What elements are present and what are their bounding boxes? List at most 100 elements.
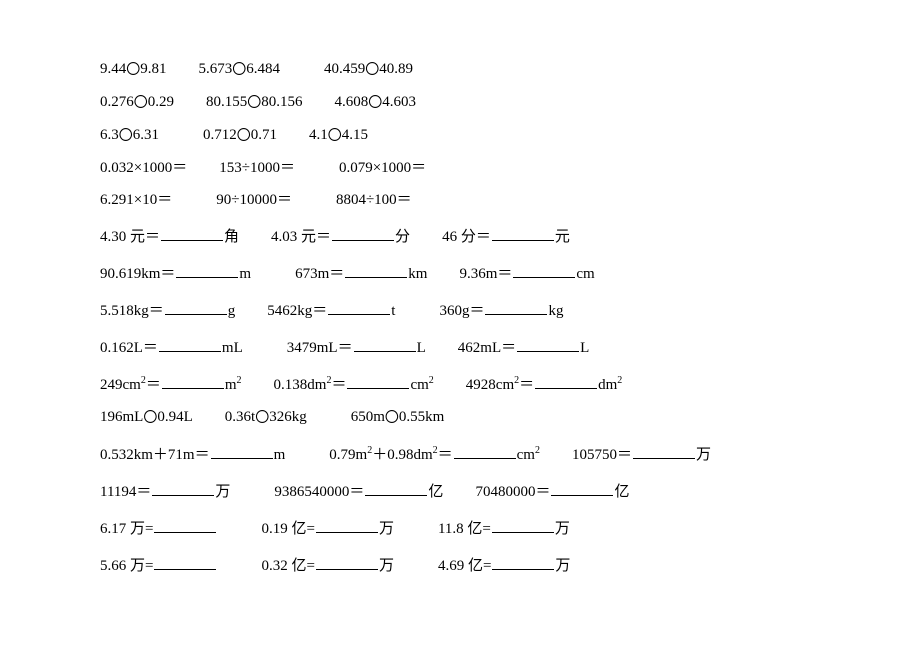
compare-right: 4.15	[342, 127, 368, 143]
text-before-blank: 90.619km＝	[100, 266, 175, 282]
problem-item: 4.608〇4.603	[335, 94, 417, 110]
worksheet-line: 11194＝万9386540000＝亿70480000＝亿	[100, 480, 920, 500]
unit-label: mL	[222, 340, 243, 356]
worksheet-line: 6.3〇6.310.712〇0.714.1〇4.15	[100, 128, 920, 144]
compare-left: 0.276	[100, 94, 134, 110]
problem-item: 0.79m2＋0.98dm2＝cm2	[329, 447, 540, 463]
worksheet-line: 90.619km＝m673m＝km9.36m＝cm	[100, 262, 920, 282]
unit-label: kg	[548, 303, 563, 319]
worksheet-line: 9.44〇9.815.673〇6.48440.459〇40.89	[100, 62, 920, 78]
compare-circle: 〇	[368, 97, 382, 111]
compare-left: 5.673	[199, 61, 233, 77]
fill-blank	[159, 336, 221, 352]
problem-item: 5.66 万=	[100, 558, 217, 574]
worksheet-line: 0.532km＋71m＝m0.79m2＋0.98dm2＝cm2105750＝万	[100, 443, 920, 463]
compare-right: 40.89	[379, 61, 413, 77]
text-before-blank: 462mL＝	[458, 340, 516, 356]
text-before-blank: 105750＝	[572, 447, 632, 463]
fill-blank	[551, 480, 613, 496]
problem-item: 80.155〇80.156	[206, 94, 303, 110]
compare-right: 0.71	[251, 127, 277, 143]
problem-item: 6.291×10＝	[100, 192, 172, 208]
problem-item: 6.17 万=	[100, 521, 217, 537]
fill-blank	[454, 443, 516, 459]
problem-item: 5.673〇6.484	[199, 61, 281, 77]
compare-left: 4.608	[335, 94, 369, 110]
text-before-blank: 0.32 亿=	[261, 558, 314, 574]
worksheet-line: 0.032×1000＝153÷1000＝0.079×1000＝	[100, 161, 920, 176]
problem-item: 0.32 亿=万	[261, 558, 393, 574]
compare-left: 4.1	[309, 127, 328, 143]
problem-item: 4.1〇4.15	[309, 127, 368, 143]
unit-label: 分	[395, 229, 410, 245]
unit-label: L	[417, 340, 426, 356]
problem-item: 90÷10000＝	[216, 192, 292, 208]
problem-item: 249cm2＝ m2	[100, 377, 242, 393]
math-worksheet: 9.44〇9.815.673〇6.48440.459〇40.890.276〇0.…	[100, 62, 920, 574]
problem-item: 0.276〇0.29	[100, 94, 174, 110]
problem-item: 360g＝ kg	[439, 303, 563, 319]
problem-item: 0.712〇0.71	[203, 127, 277, 143]
compare-circle: 〇	[126, 64, 140, 78]
compare-right: 4.603	[382, 94, 416, 110]
text-before-blank: 0.79m2＋0.98dm2＝	[329, 447, 452, 463]
worksheet-line: 0.162L＝mL3479mL＝L462mL＝L	[100, 336, 920, 356]
text-before-blank: 0.138dm2＝	[274, 377, 347, 393]
text-before-blank: 4.30 元＝	[100, 229, 160, 245]
unit-label: m2	[225, 377, 242, 393]
problem-item: 9386540000＝亿	[274, 484, 443, 500]
expression: 153÷1000＝	[219, 160, 295, 176]
worksheet-line: 4.30 元＝角4.03 元＝分46 分＝元	[100, 225, 920, 245]
fill-blank	[492, 517, 554, 533]
text-before-blank: 5.518kg＝	[100, 303, 164, 319]
fill-blank	[154, 517, 216, 533]
problem-item: 11194＝万	[100, 484, 230, 500]
text-before-blank: 11.8 亿=	[438, 521, 491, 537]
compare-right: 0.94L	[157, 409, 192, 425]
text-before-blank: 0.162L＝	[100, 340, 158, 356]
problem-item: 40.459〇40.89	[324, 61, 413, 77]
unit-label: 元	[555, 229, 570, 245]
fill-blank	[347, 373, 409, 389]
text-before-blank: 5462kg＝	[267, 303, 327, 319]
text-before-blank: 249cm2＝	[100, 377, 161, 393]
problem-item: 46 分＝ 元	[442, 229, 570, 245]
fill-blank	[513, 262, 575, 278]
unit-label: 亿	[614, 484, 629, 500]
unit-label: km	[408, 266, 427, 282]
compare-circle: 〇	[247, 97, 261, 111]
text-before-blank: 9.36m＝	[459, 266, 512, 282]
compare-left: 40.459	[324, 61, 365, 77]
worksheet-line: 6.17 万=0.19 亿=万11.8 亿=万	[100, 517, 920, 537]
unit-label: 亿	[428, 484, 443, 500]
unit-label: 万	[215, 484, 230, 500]
problem-item: 673m＝km	[295, 266, 427, 282]
expression: 0.032×1000＝	[100, 160, 187, 176]
fill-blank	[328, 299, 390, 315]
compare-right: 6.31	[133, 127, 159, 143]
compare-right: 80.156	[261, 94, 302, 110]
compare-left: 9.44	[100, 61, 126, 77]
fill-blank	[316, 517, 378, 533]
compare-circle: 〇	[255, 412, 269, 426]
problem-item: 153÷1000＝	[219, 160, 295, 176]
fill-blank	[535, 373, 597, 389]
text-before-blank: 6.17 万=	[100, 521, 153, 537]
compare-left: 650m	[351, 409, 385, 425]
problem-item: 11.8 亿=万	[438, 521, 570, 537]
expression: 90÷10000＝	[216, 192, 292, 208]
expression: 6.291×10＝	[100, 192, 172, 208]
compare-left: 80.155	[206, 94, 247, 110]
unit-label: 万	[379, 521, 394, 537]
worksheet-line: 196mL〇0.94L0.36t〇326kg650m〇0.55km	[100, 410, 920, 426]
unit-label: L	[580, 340, 589, 356]
problem-item: 9.44〇9.81	[100, 61, 167, 77]
text-before-blank: 360g＝	[439, 303, 484, 319]
text-before-blank: 46 分＝	[442, 229, 491, 245]
fill-blank	[165, 299, 227, 315]
compare-right: 6.484	[246, 61, 280, 77]
fill-blank	[485, 299, 547, 315]
text-before-blank: 0.532km＋71m＝	[100, 447, 210, 463]
compare-circle: 〇	[385, 412, 399, 426]
unit-label: m	[239, 266, 251, 282]
